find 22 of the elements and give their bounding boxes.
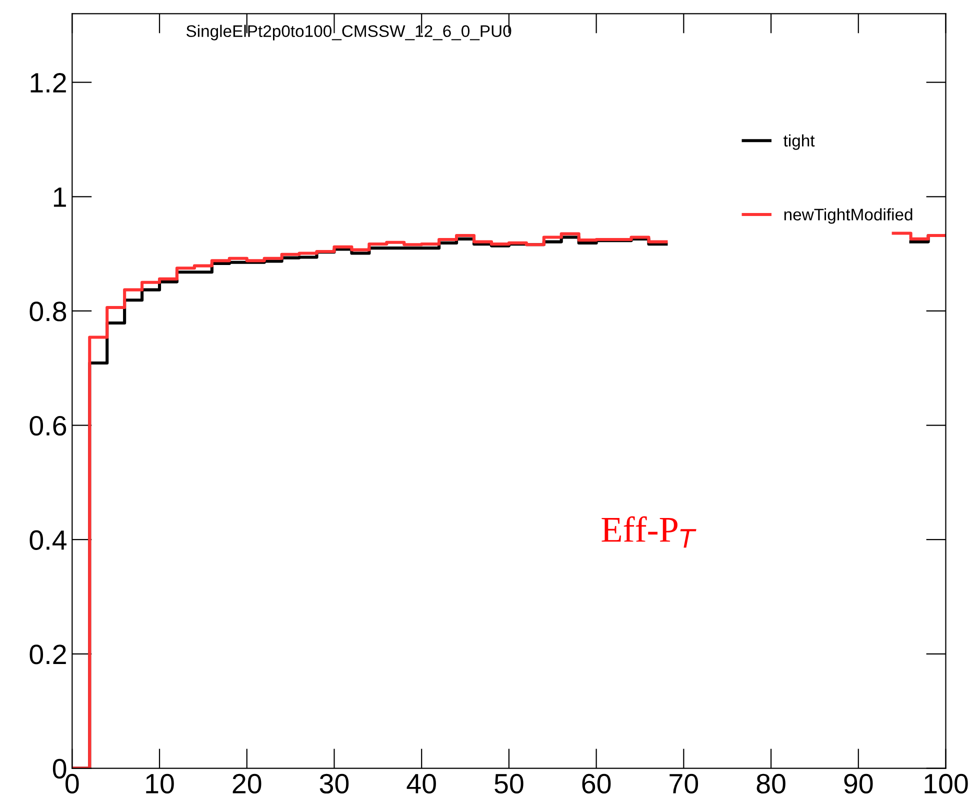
x-tick-label: 50 xyxy=(494,774,524,794)
y-tick-label: 0.6 xyxy=(30,416,66,436)
x-tick-label: 0 xyxy=(66,774,79,794)
x-tick-label: 20 xyxy=(232,774,262,794)
x-tick-label: 10 xyxy=(146,774,174,794)
annotation: Eff-P$_{T}$ xyxy=(602,516,696,548)
y-tick-label: 1 xyxy=(54,188,66,207)
x-tick-label: 30 xyxy=(320,774,349,794)
x-tick-label: 80 xyxy=(756,774,786,794)
y-tick-label: 0.8 xyxy=(30,302,66,322)
y-tick-label: 0.4 xyxy=(30,530,66,550)
x-tick-label: 70 xyxy=(670,774,698,794)
x-tick-label: 40 xyxy=(406,774,436,794)
x-tick-label: 100 xyxy=(924,774,968,794)
y-tick-label: 0.2 xyxy=(30,644,66,664)
text: SingleElPt2p0to100_CMSSW_12_6_0_PU0 xyxy=(186,24,512,40)
legend-label: tight xyxy=(784,134,815,150)
x-tick-label: 60 xyxy=(582,774,611,794)
y-tick-label: 0 xyxy=(52,758,66,779)
y-tick-label: 1.2 xyxy=(30,72,66,92)
x-tick-label: 90 xyxy=(844,774,873,794)
legend-label: newTightModified xyxy=(784,208,912,224)
